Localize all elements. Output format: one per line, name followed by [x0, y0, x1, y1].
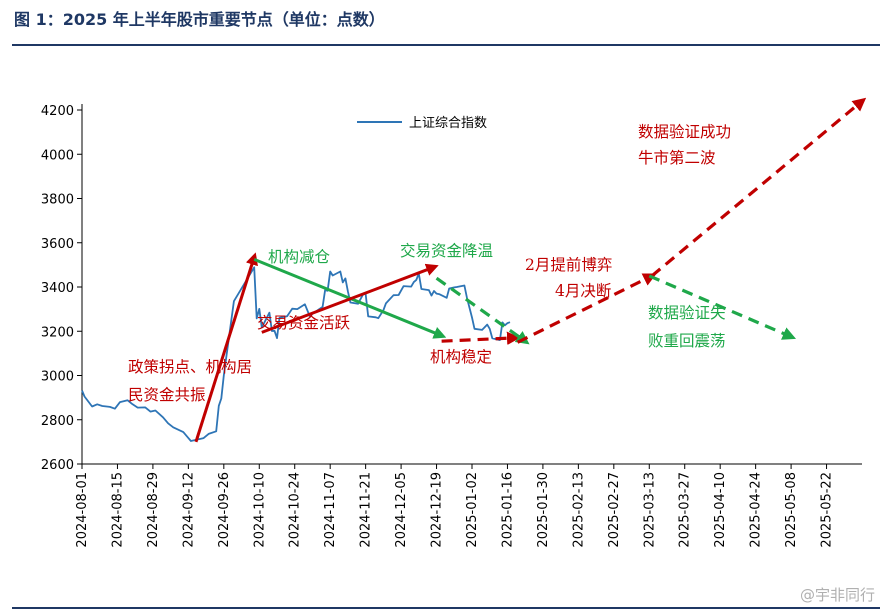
annotation-11: 政策拐点、机构居 — [128, 358, 252, 376]
x-tick-label: 2024-08-01 — [75, 472, 90, 548]
y-tick-label: 3400 — [41, 281, 74, 296]
annotation-12: 民资金共振 — [128, 386, 206, 404]
x-tick-label: 2025-01-30 — [536, 472, 551, 548]
x-tick-label: 2024-10-10 — [252, 472, 267, 548]
annotation-5: 2月提前博弈 — [525, 256, 612, 274]
annotation-10: 败重回震荡 — [648, 332, 726, 350]
y-tick-label: 3000 — [41, 370, 74, 385]
y-tick-label: 3600 — [41, 237, 74, 252]
trend-arrow-5 — [435, 276, 530, 345]
trend-arrow-7 — [650, 97, 867, 278]
x-tick-label: 2025-04-10 — [713, 472, 728, 548]
title-rule — [12, 44, 880, 46]
x-tick-label: 2024-09-12 — [181, 472, 196, 548]
x-tick-label: 2024-11-21 — [359, 472, 374, 548]
annotation-8: 机构稳定 — [430, 348, 492, 366]
x-tick-label: 2024-08-15 — [110, 472, 125, 548]
x-tick-label: 2025-02-27 — [607, 472, 622, 548]
trend-arrow-6 — [516, 273, 657, 344]
annotation-6: 4月决断 — [555, 282, 611, 300]
trend-arrow-2 — [253, 257, 447, 339]
y-tick-label: 2600 — [41, 458, 74, 473]
y-tick-label: 3800 — [41, 193, 74, 208]
x-tick-label: 2024-10-24 — [288, 472, 303, 548]
x-tick-label: 2025-03-27 — [678, 472, 693, 548]
x-tick-label: 2024-08-29 — [146, 472, 161, 548]
series-line-szzs — [81, 266, 511, 442]
axes: 2600 2800 3000 3200 3400 3600 3800 4000 4200 2024… — [41, 104, 862, 548]
x-tick-label: 2024-12-19 — [430, 472, 445, 548]
trend-arrow-3 — [261, 263, 439, 334]
trend-arrow-1 — [194, 252, 258, 443]
x-tick-label: 2025-02-13 — [571, 472, 586, 548]
figure-title: 图 1：2025 年上半年股市重要节点（单位：点数） — [14, 10, 385, 29]
y-tick-label: 4200 — [41, 104, 74, 119]
y-tick-label: 2800 — [41, 414, 74, 429]
annotation-1: 数据验证成功 — [638, 123, 731, 141]
trend-arrow-8 — [648, 274, 797, 340]
x-tick-label: 2024-11-07 — [323, 472, 338, 548]
x-tick-label: 2024-09-26 — [217, 472, 232, 548]
annotation-9: 数据验证失 — [648, 304, 726, 322]
x-tick-label: 2025-04-24 — [749, 472, 764, 548]
y-tick-label: 4000 — [41, 148, 74, 163]
trend-arrow-4 — [441, 331, 521, 345]
x-tick-label: 2025-01-02 — [465, 472, 480, 548]
legend-label: 上证综合指数 — [409, 116, 487, 131]
annotation-3: 机构减仓 — [268, 248, 331, 266]
legend: 上证综合指数 — [357, 116, 487, 131]
annotation-4: 交易资金降温 — [400, 242, 493, 260]
bottom-rule — [12, 607, 880, 609]
x-tick-label: 2025-05-22 — [820, 472, 835, 548]
x-tick-label: 2024-12-05 — [394, 472, 409, 548]
x-tick-label: 2025-05-08 — [784, 472, 799, 548]
arrow-layer — [194, 97, 867, 443]
y-tick-label: 3200 — [41, 325, 74, 340]
annotation-2: 牛市第二波 — [638, 149, 716, 167]
watermark: @宇非同行 — [799, 586, 875, 604]
x-tick-label: 2025-03-13 — [642, 472, 657, 548]
series-layer — [81, 266, 511, 442]
x-tick-label: 2025-01-16 — [500, 472, 515, 548]
annotation-7: 交易资金活跃 — [257, 314, 351, 332]
